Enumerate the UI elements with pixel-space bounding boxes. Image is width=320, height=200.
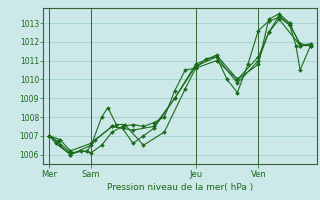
- X-axis label: Pression niveau de la mer( hPa ): Pression niveau de la mer( hPa ): [107, 183, 253, 192]
